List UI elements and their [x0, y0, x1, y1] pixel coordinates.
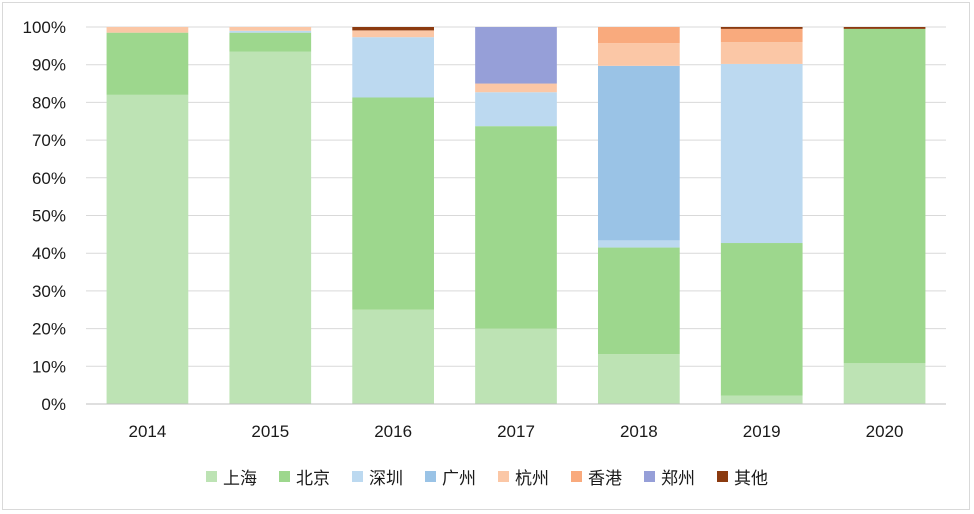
legend-swatch: [206, 470, 217, 482]
x-tick-label: 2017: [497, 422, 535, 441]
legend-swatch: [279, 470, 290, 482]
legend-item: 深圳: [352, 464, 403, 489]
bar-segment-2018-s1: [598, 247, 680, 355]
legend-item: 杭州: [498, 464, 549, 489]
legend-label: 广州: [442, 468, 476, 489]
x-tick-label: 2018: [620, 422, 658, 441]
x-tick-label: 2015: [251, 422, 289, 441]
bar-segment-2015-s1: [229, 32, 312, 52]
y-tick-label: 80%: [32, 93, 66, 112]
bar-segment-2015-s4: [229, 27, 312, 31]
x-tick-label: 2020: [866, 422, 904, 441]
x-tick-label: 2016: [374, 422, 412, 441]
bar-segment-2019-s7: [720, 27, 803, 29]
y-tick-label: 50%: [32, 207, 66, 226]
bar-segment-2017-s0: [475, 328, 557, 404]
bar-segment-2018-s2: [598, 240, 680, 248]
y-tick-label: 60%: [32, 169, 66, 188]
bar-segment-2019-s0: [720, 395, 803, 404]
bar-segment-2018-s3: [598, 65, 680, 241]
x-tick-label: 2014: [129, 422, 167, 441]
x-tick-label: 2019: [743, 422, 781, 441]
bar-segment-2018-s4: [598, 43, 680, 66]
y-tick-label: 40%: [32, 244, 66, 263]
legend-swatch: [425, 470, 436, 482]
bar-segment-2014-s4: [106, 27, 189, 33]
bar-segment-2015-s0: [229, 51, 312, 404]
bar-segment-2017-s6: [475, 27, 557, 84]
legend-item: 其他: [717, 464, 768, 489]
bar-segment-2018-s5: [598, 27, 680, 44]
legend-item: 郑州: [644, 464, 695, 489]
y-tick-label: 70%: [32, 131, 66, 150]
bar-segment-2020-s7: [843, 27, 926, 29]
legend-swatch: [717, 470, 728, 482]
x-axis-tick-labels: 2014 2015 2016 2017 2018 2019 2020: [129, 422, 904, 441]
y-tick-label: 90%: [32, 56, 66, 75]
y-tick-label: 30%: [32, 282, 66, 301]
bar-segment-2016-s1: [352, 97, 434, 310]
legend-item: 香港: [571, 464, 622, 489]
bar-segment-2019-s4: [720, 42, 803, 64]
y-axis-tick-labels: 0% 10% 20% 30% 40% 50% 60% 70% 80% 90% 100%: [23, 18, 66, 414]
legend-label: 上海: [223, 468, 257, 489]
y-tick-label: 10%: [32, 357, 66, 376]
legend-swatch: [571, 470, 582, 482]
legend-swatch: [644, 470, 655, 482]
bars: [106, 27, 926, 405]
bar-stack-2019: [720, 27, 803, 404]
bar-segment-2016-s7: [352, 27, 434, 31]
legend: 上海 北京 深圳 广州 杭州 香港 郑州 其他: [0, 462, 974, 490]
legend-label: 杭州: [515, 468, 549, 489]
y-tick-label: 20%: [32, 320, 66, 339]
y-tick-label: 100%: [23, 18, 66, 37]
bar-segment-2019-s1: [720, 243, 803, 396]
y-tick-label: 0%: [41, 395, 66, 414]
bar-stack-2016: [352, 27, 434, 404]
bar-segment-2015-s2: [229, 30, 312, 33]
bar-segment-2014-s1: [106, 32, 189, 95]
legend-swatch: [352, 470, 363, 482]
bar-segment-2019-s5: [720, 28, 803, 43]
bar-segment-2014-s0: [106, 94, 189, 405]
legend-swatch: [498, 470, 509, 482]
bar-stack-2014: [106, 27, 189, 405]
legend-item: 广州: [425, 464, 476, 489]
bar-segment-2020-s1: [843, 28, 926, 364]
legend-item: 北京: [279, 464, 330, 489]
bar-segment-2017-s2: [475, 92, 557, 127]
bar-segment-2020-s0: [843, 363, 926, 404]
legend-label: 其他: [734, 468, 768, 489]
legend-label: 深圳: [369, 468, 403, 489]
bar-stack-2017: [475, 27, 557, 404]
bar-segment-2019-s2: [720, 63, 803, 244]
legend-label: 香港: [588, 468, 622, 489]
legend-label: 北京: [296, 468, 330, 489]
legend-label: 郑州: [661, 468, 695, 489]
bar-stack-2015: [229, 27, 312, 404]
legend-item: 上海: [206, 464, 257, 489]
bar-segment-2016-s4: [352, 30, 434, 38]
bar-stack-2020: [843, 27, 926, 404]
bar-segment-2017-s4: [475, 83, 557, 93]
bar-segment-2017-s1: [475, 126, 557, 329]
bar-segment-2016-s2: [352, 37, 434, 98]
bar-segment-2018-s0: [598, 354, 680, 404]
bar-stack-2018: [598, 27, 680, 404]
bar-segment-2016-s0: [352, 309, 434, 404]
